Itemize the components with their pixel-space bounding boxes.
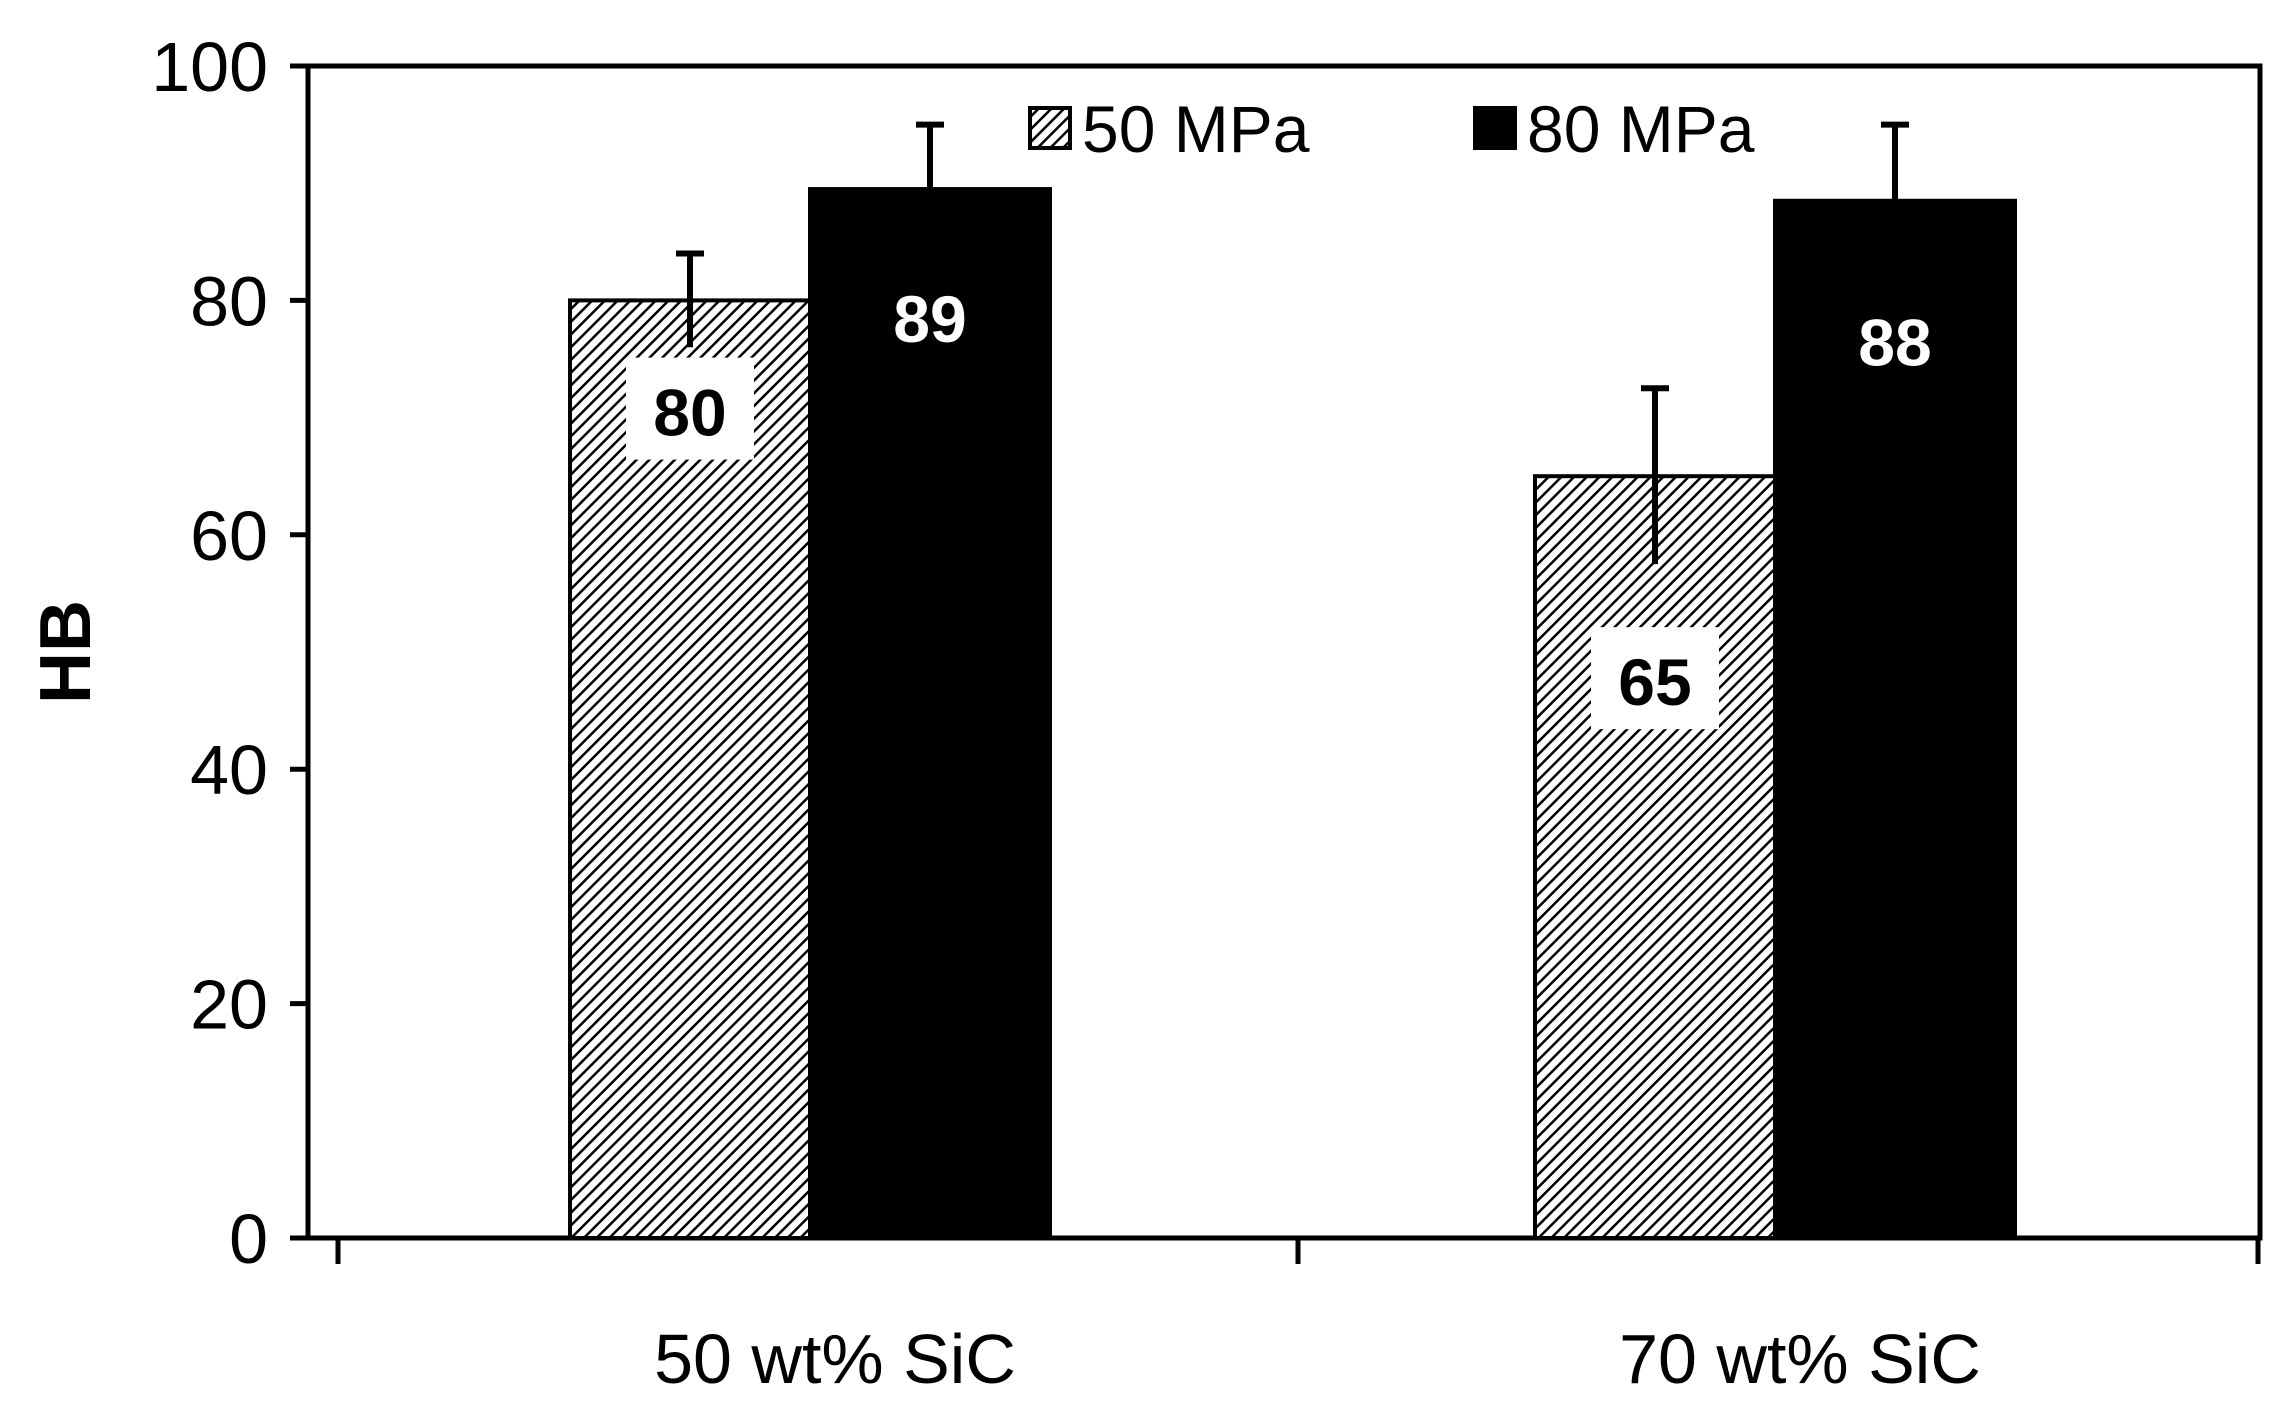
data-label: 88 [1858,305,1931,379]
bar-80-mpa-1 [808,187,1052,1240]
legend-swatch-50-mpa [1028,106,1072,150]
data-label: 65 [1618,645,1691,719]
y-tick-label: 20 [190,966,268,1044]
x-category-label: 70 wt% SiC [1619,1320,1981,1398]
y-tick-label: 100 [151,28,268,106]
data-label-background [626,357,754,460]
x-category-label: 50 wt% SiC [654,1320,1016,1398]
legend-swatch-80-mpa [1473,106,1517,150]
y-tick-label: 60 [190,497,268,575]
y-tick-label: 0 [229,1200,268,1278]
legend-label: 50 MPa [1082,92,1310,166]
bar-80-mpa-2 [1773,198,2017,1240]
data-label: 89 [893,282,966,356]
data-label-background [1591,627,1719,730]
y-tick-label: 40 [190,731,268,809]
y-tick-label: 80 [190,262,268,340]
data-label: 80 [653,376,726,450]
bar-50-mpa-2 [1533,474,1777,1240]
plot-area-frame [305,63,2263,1241]
legend-label: 80 MPa [1527,92,1755,166]
y-axis-title: HB [26,600,106,704]
